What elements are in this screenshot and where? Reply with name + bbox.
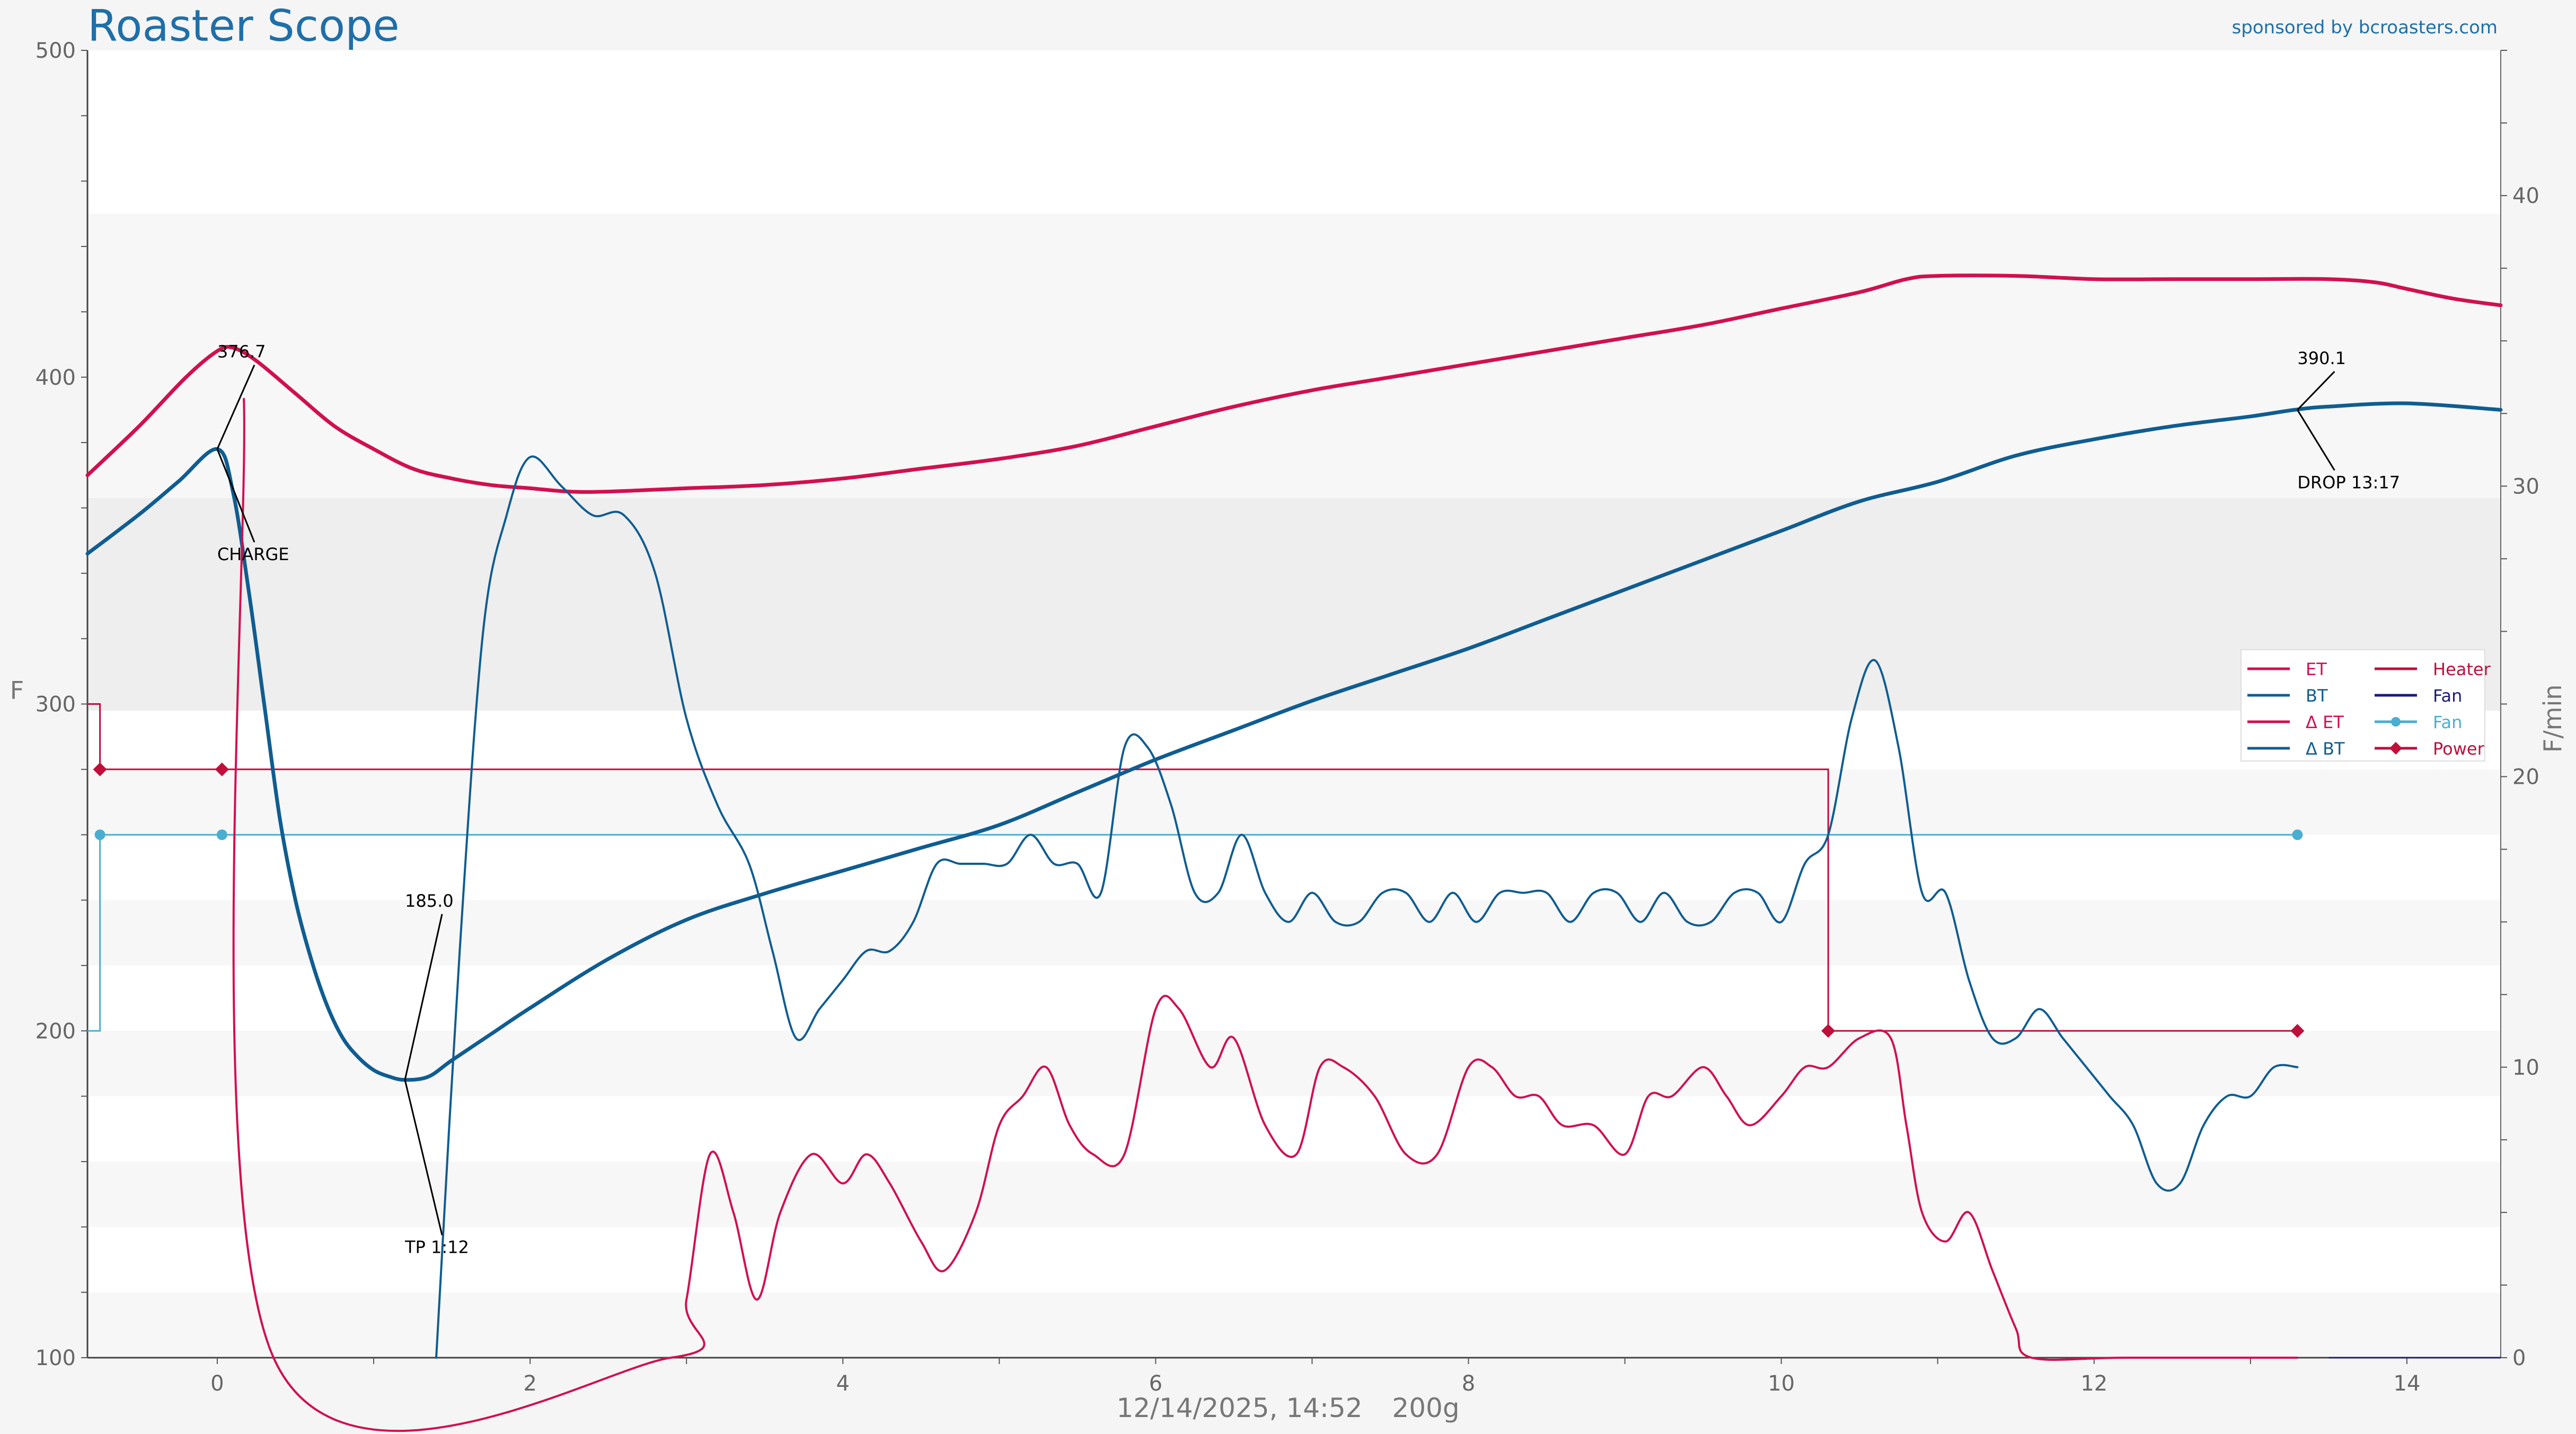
legend-marker-circle (2391, 717, 2401, 727)
background-bands (87, 50, 2501, 1358)
annotation-label: 185.0 (405, 891, 454, 911)
annotation-pointer (2297, 409, 2335, 471)
y-tick-label: 300 (36, 693, 76, 717)
y2-tick-label: 20 (2512, 765, 2539, 790)
power-marker (2290, 1024, 2305, 1038)
x-tick-label: 4 (836, 1371, 849, 1396)
fan-marker (94, 829, 105, 840)
legend-label-heater: Heater (2433, 659, 2491, 679)
x-tick-label: 2 (523, 1371, 536, 1396)
y-tick-label: 400 (36, 366, 76, 390)
temperature-band (87, 1292, 2501, 1358)
series-line-et (85, 273, 2503, 494)
chart-footer: 12/14/2025, 14:52 200g (0, 1393, 2576, 1423)
plot-area (85, 273, 2503, 1432)
legend-label-delta_et: Δ ET (2306, 712, 2344, 732)
annotation-label: TP 1:12 (404, 1237, 469, 1258)
temperature-band (87, 214, 2501, 541)
x-tick-label: 8 (1462, 1371, 1475, 1396)
y2-tick-label: 30 (2512, 474, 2539, 499)
annotation-pointer (404, 914, 443, 1081)
annotation-label: DROP 13:17 (2297, 472, 2400, 492)
temperature-band (87, 769, 2501, 835)
roast-date: 12/14/2025, 14:52 (1116, 1393, 1363, 1423)
y2-tick-label: 0 (2512, 1346, 2526, 1370)
chart-axes: 0 2 4 6 8 10 12 14 100 200 300 400 500 0 10 20 30 40 F F/mi… (10, 39, 2567, 1396)
legend-label-et: ET (2306, 659, 2327, 679)
sponsor-link[interactable]: sponsored by bcroasters.com (2231, 17, 2498, 38)
power-marker (93, 762, 107, 776)
step-series-heater (87, 703, 2298, 1032)
series-line-bt (85, 401, 2503, 1082)
x-tick-label: 12 (2080, 1371, 2107, 1396)
annotation-label: 390.1 (2297, 348, 2346, 368)
annotations: 376.7 CHARGE 185.0 TP 1:12 390.1 DROP 13:17 (216, 342, 2400, 1258)
power-marker (215, 762, 229, 776)
series-line-et (232, 397, 2299, 1432)
legend-label-bt: BT (2306, 686, 2328, 706)
legend-marker-diamond (2389, 742, 2402, 755)
y-tick-label: 100 (36, 1346, 76, 1370)
y-tick-label: 500 (36, 39, 76, 63)
fan-marker (2292, 829, 2303, 840)
annotation-pointer (404, 1079, 443, 1235)
fan-marker (216, 829, 227, 840)
x-tick-label: 0 (210, 1371, 224, 1396)
legend-label-delta_bt: Δ BT (2306, 739, 2345, 759)
legend-label-fan: Fan (2433, 686, 2462, 706)
temperature-band (87, 1161, 2501, 1227)
y-axis-title: F (10, 676, 24, 705)
temperature-band (87, 498, 2501, 711)
annotation-pointer (2297, 371, 2335, 411)
chart-legend[interactable]: ET BT Δ ET Δ BT Heater Fan Fan Power (2240, 649, 2491, 762)
power-marker (1821, 1024, 1836, 1038)
step-series-fan (87, 834, 2298, 1032)
series-line-bt (435, 455, 2299, 1359)
temperature-band (87, 1031, 2501, 1096)
legend-label-fan_marker: Fan (2433, 712, 2462, 732)
y2-tick-label: 40 (2512, 184, 2539, 208)
legend-label-power: Power (2433, 739, 2485, 759)
annotation-label: 376.7 (217, 342, 266, 362)
app-title: Roaster Scope (87, 1, 400, 51)
x-tick-label: 10 (1768, 1371, 1795, 1396)
x-tick-label: 6 (1149, 1371, 1162, 1396)
y2-axis-title: F/min (2538, 685, 2567, 753)
y2-tick-label: 10 (2512, 1056, 2539, 1080)
annotation-pointer (216, 365, 255, 450)
annotation-label: CHARGE (217, 544, 289, 564)
y-tick-label: 200 (36, 1019, 76, 1043)
temperature-band (87, 900, 2501, 966)
annotation-pointer (216, 448, 255, 543)
batch-weight: 200g (1392, 1393, 1460, 1423)
x-tick-label: 14 (2394, 1371, 2421, 1396)
